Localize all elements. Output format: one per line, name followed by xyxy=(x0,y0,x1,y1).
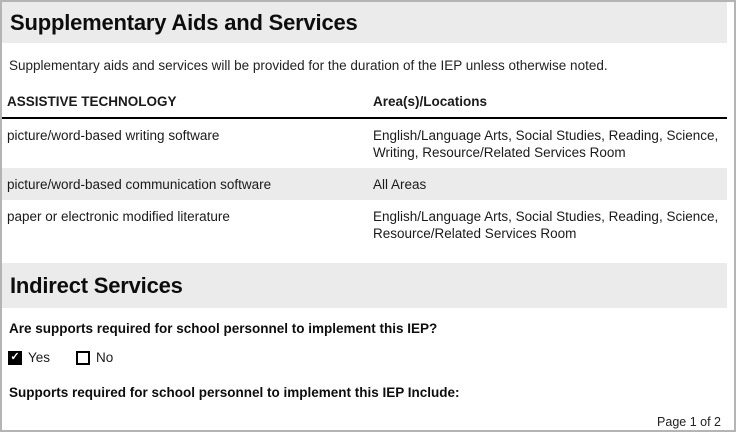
no-option[interactable]: No xyxy=(76,350,113,365)
section-header-supplementary: Supplementary Aids and Services xyxy=(2,2,727,43)
no-checkbox[interactable] xyxy=(76,350,91,365)
supports-required-options: ✓ Yes No xyxy=(2,350,727,365)
supports-include-heading: Supports required for school personnel t… xyxy=(9,385,460,400)
technology-cell: picture/word-based writing software xyxy=(7,128,220,143)
table-row: picture/word-based communication softwar… xyxy=(2,168,727,200)
areas-cell: All Areas xyxy=(368,168,727,200)
section-header-indirect-services: Indirect Services xyxy=(2,263,727,308)
table-row: paper or electronic modified literature … xyxy=(2,200,727,249)
technology-cell: paper or electronic modified literature xyxy=(7,209,230,224)
supports-required-question: Are supports required for school personn… xyxy=(9,321,438,336)
indirect-services-title: Indirect Services xyxy=(10,272,183,298)
column-header-assistive-technology: ASSISTIVE TECHNOLOGY xyxy=(2,93,368,119)
assistive-technology-table: ASSISTIVE TECHNOLOGY Area(s)/Locations p… xyxy=(2,93,727,249)
table-row: picture/word-based writing software Engl… xyxy=(2,118,727,168)
technology-cell: picture/word-based communication softwar… xyxy=(2,168,368,200)
areas-cell: English/Language Arts, Social Studies, R… xyxy=(373,209,719,241)
table-header-row: ASSISTIVE TECHNOLOGY Area(s)/Locations xyxy=(2,93,727,119)
supplementary-title: Supplementary Aids and Services xyxy=(10,9,358,35)
supplementary-intro-text: Supplementary aids and services will be … xyxy=(9,58,608,73)
page-indicator: Page 1 of 2 xyxy=(657,415,721,429)
yes-option[interactable]: ✓ Yes xyxy=(8,350,50,365)
yes-checkbox[interactable]: ✓ xyxy=(8,350,22,365)
no-label: No xyxy=(96,350,114,365)
checkmark-icon: ✓ xyxy=(10,351,20,363)
column-header-areas-locations: Area(s)/Locations xyxy=(368,93,727,119)
areas-cell: English/Language Arts, Social Studies, R… xyxy=(373,128,719,160)
yes-label: Yes xyxy=(28,350,51,365)
